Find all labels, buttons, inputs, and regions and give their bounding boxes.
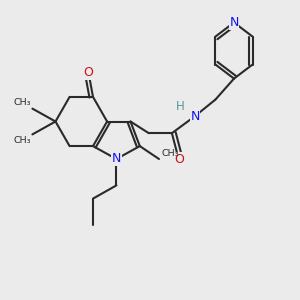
Text: CH₃: CH₃ — [14, 136, 31, 145]
Text: N: N — [112, 152, 121, 166]
Text: N: N — [190, 110, 200, 123]
Text: O: O — [174, 153, 184, 166]
Text: N: N — [229, 16, 239, 29]
Text: H: H — [176, 100, 185, 113]
Text: CH₃: CH₃ — [14, 98, 31, 107]
Text: O: O — [84, 66, 93, 79]
Text: CH₃: CH₃ — [161, 148, 179, 158]
